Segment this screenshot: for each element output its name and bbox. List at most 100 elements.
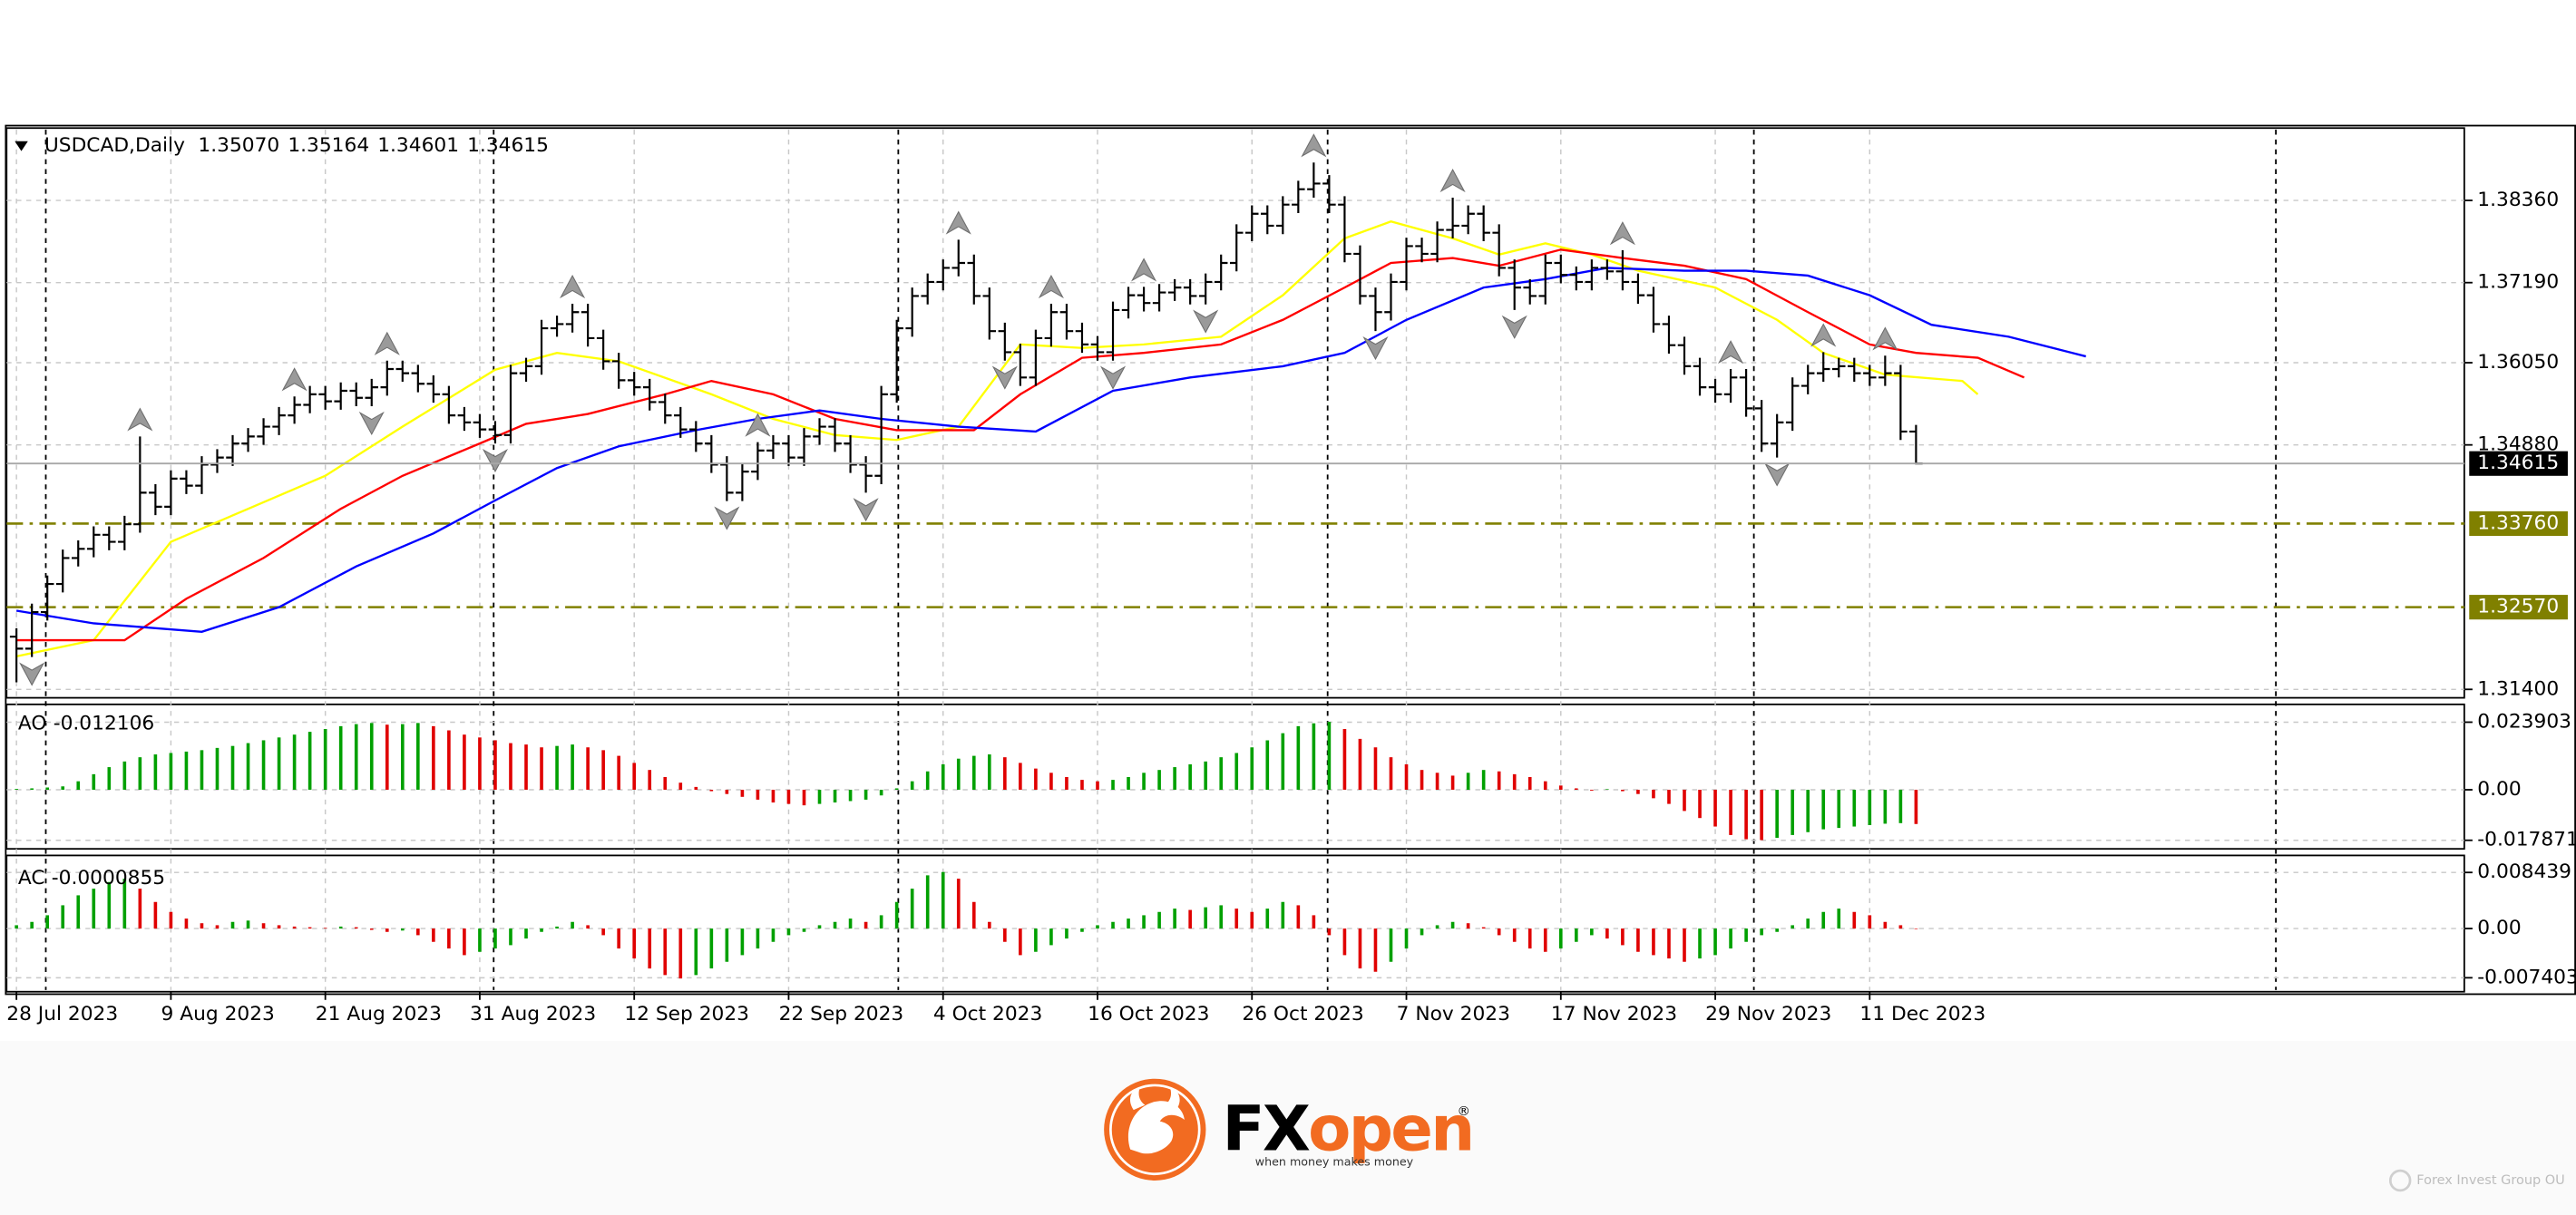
footer-band: [0, 1041, 2576, 1215]
y-tick-label: 1.36050: [2477, 351, 2559, 374]
ohlc-bar: [736, 462, 749, 501]
ohlc-bar: [1863, 364, 1877, 386]
ohlc-bar: [1059, 303, 1074, 340]
fractal-down: [358, 411, 385, 435]
ohlc-bar: [689, 421, 703, 452]
y-tick-label: 1.38360: [2477, 189, 2559, 211]
ohlc-bar: [1369, 287, 1382, 332]
level-label: 1.32570: [2477, 596, 2559, 618]
ohlc-bar: [334, 382, 347, 410]
ao-value: -0.012106: [54, 713, 154, 735]
ohlc-open: 1.35070: [198, 134, 279, 157]
ohlc-bar: [1167, 278, 1182, 301]
ohlc-bar: [766, 434, 780, 460]
ohlc-bar: [581, 303, 595, 347]
ohlc-bar: [72, 540, 85, 567]
ohlc-bar: [55, 549, 70, 593]
x-tick-label: 16 Oct 2023: [1088, 1003, 1209, 1025]
y-tick-label: 0.008439: [2477, 860, 2571, 883]
ohlc-bar: [164, 470, 178, 516]
ohlc-bar: [674, 406, 688, 438]
ao-legend: AO -0.012106: [18, 713, 154, 735]
footer: FXopen ® when money makes money Forex In…: [1104, 1078, 2565, 1192]
moving-average: [16, 248, 2025, 642]
ohlc-bar: [1183, 278, 1197, 305]
x-tick-label: 4 Oct 2023: [933, 1003, 1042, 1025]
x-tick-label: 17 Nov 2023: [1551, 1003, 1677, 1025]
ohlc-bar: [642, 378, 657, 411]
ohlc-bar: [936, 259, 950, 291]
x-tick-label: 7 Nov 2023: [1397, 1003, 1510, 1025]
main-pane: [5, 127, 2465, 699]
ohlc-bar: [874, 385, 888, 485]
ohlc-bar: [210, 449, 224, 473]
ao-name: AO: [18, 713, 47, 735]
y-tick-label: 0.00: [2477, 917, 2521, 939]
y-tick-label: -0.017871: [2477, 829, 2576, 851]
ohlc-bar: [1137, 287, 1151, 312]
ohlc-bar: [9, 627, 24, 683]
ohlc-bar: [349, 382, 363, 407]
ohlc-bar: [797, 428, 811, 466]
ohlc-bar: [118, 515, 132, 550]
ohlc-bar: [813, 418, 826, 445]
ohlc-bar: [1400, 238, 1413, 291]
ac-name: AC: [18, 867, 45, 889]
ohlc-bar: [1569, 266, 1584, 291]
current-price-label: 1.34615: [2477, 452, 2559, 474]
ohlc-bar: [1353, 245, 1367, 305]
ohlc-bar: [1800, 364, 1815, 394]
dropdown-icon[interactable]: [15, 141, 28, 151]
fractal-down: [19, 662, 45, 686]
ohlc-bar: [1121, 287, 1136, 319]
ac-legend: AC -0.0000855: [18, 867, 165, 889]
ohlc-bar: [1677, 336, 1692, 375]
ohlc-bar: [1708, 378, 1722, 403]
brand: FXopen: [1223, 1093, 1473, 1165]
chart-frame: [5, 124, 2576, 996]
fractal-up: [281, 367, 307, 392]
ohlc-bar: [180, 470, 193, 494]
ohlc-bar: [241, 428, 255, 452]
ohlc-bar: [226, 434, 239, 466]
y-tick-label: 0.00: [2477, 778, 2521, 801]
x-tick-label: 21 Aug 2023: [316, 1003, 442, 1025]
fractal-up: [560, 275, 586, 299]
ohlc-bar: [1013, 344, 1028, 386]
ohlc-bar: [1646, 287, 1661, 333]
chart-legend: USDCAD,Daily 1.35070 1.35164 1.34601 1.34615: [44, 134, 549, 157]
fractal-up: [1872, 326, 1898, 351]
brand-fx: FX: [1223, 1093, 1310, 1165]
ohlc-bar: [998, 322, 1012, 361]
ohlc-bar: [828, 418, 842, 452]
fractal-down: [1501, 315, 1527, 339]
ohlc-bar: [519, 357, 533, 382]
ao-pane: [5, 703, 2465, 850]
fractal-up: [745, 413, 771, 437]
ohlc-bar: [442, 385, 456, 424]
ohlc-bar: [1044, 303, 1059, 347]
ohlc-bar: [1832, 357, 1846, 378]
ohlc-bar: [1894, 364, 1908, 441]
ohlc-bar: [1214, 254, 1228, 291]
ohlc-bar: [1723, 368, 1738, 403]
level-label-box: [2469, 595, 2568, 620]
ohlc-bar: [1229, 224, 1244, 272]
company: Forex Invest Group OU: [2416, 1173, 2564, 1188]
ohlc-bar: [195, 456, 209, 494]
ohlc-bar: [844, 434, 857, 473]
registered-mark: ®: [1458, 1104, 1470, 1119]
fractal-up: [1301, 133, 1327, 158]
ohlc-bar: [318, 385, 332, 410]
logo-bull: [1127, 1101, 1185, 1154]
ohlc-bar: [380, 360, 395, 396]
ohlc-bar: [751, 442, 765, 481]
ohlc-bar: [565, 303, 580, 333]
ohlc-bar: [1492, 224, 1506, 277]
marks-layer: [6, 133, 2464, 979]
ohlc-bar: [1770, 413, 1784, 458]
ohlc-bar: [1276, 196, 1290, 235]
ohlc-bar: [1538, 254, 1553, 305]
ohlc-bar: [1307, 162, 1321, 198]
